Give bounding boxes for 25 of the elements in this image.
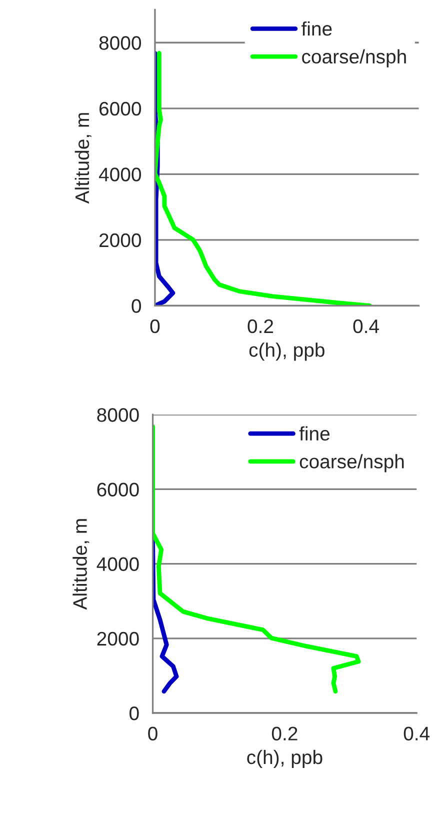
x-tick-label: 0 — [150, 319, 160, 334]
y-tick-label: 0 — [130, 706, 139, 720]
y-tick-label: 4000 — [96, 557, 139, 572]
y-axis-title: Altitude, m — [74, 113, 92, 204]
x-tick-label: 0 — [148, 726, 158, 740]
y-tick-label: 6000 — [100, 102, 142, 116]
x-axis-title: c(h), ppb — [247, 750, 322, 768]
x-tick-label: 0.4 — [404, 726, 430, 740]
y-tick-label: 0 — [132, 299, 142, 313]
x-axis-title: c(h), ppb — [249, 342, 324, 361]
line-series — [152, 539, 179, 694]
y-tick-label: 4000 — [98, 168, 142, 182]
x-tick-label: 0.2 — [272, 726, 298, 740]
legend-label: fine — [301, 21, 332, 36]
y-tick-label: 8000 — [99, 36, 142, 50]
y-tick-label: 8000 — [97, 408, 139, 422]
y-axis-title: Altitude, m — [72, 519, 90, 610]
x-tick-label: 0.4 — [353, 319, 379, 334]
y-tick-label: 6000 — [97, 482, 139, 496]
legend-label: coarse/nsph — [302, 49, 406, 68]
legend-label: coarse/nsph — [300, 454, 404, 472]
y-tick-label: 2000 — [100, 233, 142, 248]
x-tick-label: 0.2 — [248, 319, 274, 334]
legend-label: fine — [299, 426, 330, 441]
y-tick-label: 2000 — [97, 632, 139, 646]
